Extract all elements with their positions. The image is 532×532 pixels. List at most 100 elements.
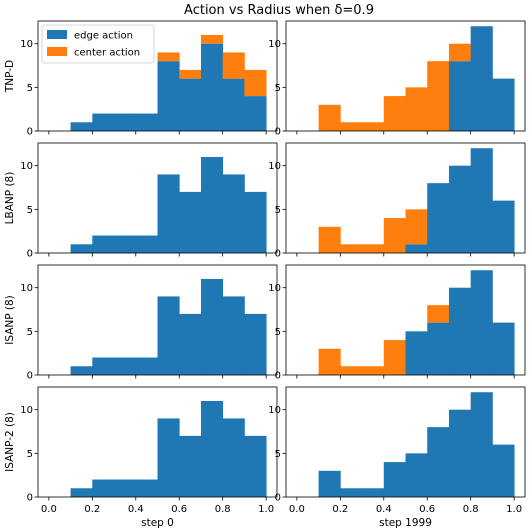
y-tick-label: 0 [27,371,33,382]
edge-action-bar [135,235,158,253]
edge-action-bar [200,156,224,253]
edge-action-bar [157,296,180,375]
center-action-bar [427,305,450,323]
edge-action-bar [179,78,202,131]
center-action-bar [222,52,245,79]
edge-action-bar [222,78,245,131]
center-action-bar [448,43,472,62]
edge-action-bar [244,313,267,375]
edge-action-bar [427,427,450,497]
edge-action-bar [222,174,245,253]
edge-action-bar [405,453,428,497]
y-tick-label: 10 [268,283,281,294]
x-tick-label: 0.2 [84,504,100,515]
y-tick-label: 10 [20,39,33,50]
center-action-bar [383,218,406,253]
edge-action-bar [492,200,515,253]
column-label: step 0 [141,517,174,529]
center-action-bar [427,61,450,131]
x-tick-label: 0.6 [419,504,435,515]
legend-swatch-edge [47,30,67,39]
panel-frame [37,20,278,132]
legend-label-center: center action [74,48,140,59]
edge-action-bar [470,26,493,131]
panel-frame [285,386,526,498]
center-action-bar [318,226,341,253]
center-action-bar [340,122,363,131]
y-tick-label: 10 [268,161,281,172]
center-action-bar [179,69,202,79]
y-tick-label: 5 [27,205,33,216]
edge-action-bar [92,357,115,375]
y-tick-label: 0 [275,249,281,260]
edge-action-bar [448,165,472,253]
x-tick-label: 0.4 [128,504,144,515]
center-action-bar [405,87,428,131]
edge-action-bar [244,435,267,497]
edge-action-bar [200,278,224,375]
row-label: ISANP-2 (8) [4,412,16,472]
edge-action-bar [114,113,137,131]
row-label: LBANP (8) [4,172,16,225]
edge-action-bar [92,113,115,131]
row-label: TNP-D [4,60,16,93]
panel-frame [285,264,526,376]
panel-1-1: 0 5 10 TNP-D edge action center action [4,20,278,138]
edge-action-bar [470,392,493,497]
panel-4-2: 0.0 0.2 0.4 0.6 0.8 1.0 0 5 10 step 1999 [268,386,526,529]
panel-frame [285,20,526,132]
panel-frame [285,142,526,254]
edge-action-bar [405,244,428,253]
edge-action-bar [70,122,93,131]
edge-action-bar [448,61,472,131]
edge-action-bar [448,287,472,375]
edge-action-bar [405,331,428,375]
edge-action-bar [340,488,363,497]
y-tick-label: 10 [20,161,33,172]
edge-action-bar [318,470,341,497]
edge-action-bar [448,409,472,497]
panel-2-2: 0 5 10 [268,142,526,260]
legend: edge action center action [41,24,155,64]
chart-title: Action vs Radius when δ=0.9 [184,3,374,18]
panel-frame [37,142,278,254]
x-tick-label: 0.2 [332,504,348,515]
edge-action-bar [200,400,224,497]
y-tick-label: 10 [268,405,281,416]
center-action-bar [405,209,428,245]
y-tick-label: 5 [275,205,281,216]
center-action-bar [340,244,363,253]
panel-3-2: 0 5 10 [268,264,526,382]
edge-action-bar [427,322,450,375]
legend-swatch-center [47,47,67,56]
edge-action-bar [114,357,137,375]
x-tick-label: 0.8 [463,504,479,515]
edge-action-bar [92,235,115,253]
edge-action-bar [470,270,493,375]
panel-3-1: 0 5 10 ISANP (8) [4,264,278,382]
center-action-bar [318,348,341,375]
panel-frame [37,386,278,498]
x-tick-label: 0.6 [171,504,187,515]
y-tick-label: 0 [27,249,33,260]
edge-action-bar [222,296,245,375]
edge-action-bar [92,479,115,497]
edge-action-bar [70,366,93,375]
edge-action-bar [179,313,202,375]
panel-1-2: 0 5 10 [268,20,526,138]
edge-action-bar [157,174,180,253]
edge-action-bar [179,191,202,253]
edge-action-bar [222,418,245,497]
center-action-bar [244,69,267,97]
row-label: ISANP (8) [4,295,16,345]
center-action-bar [383,96,406,131]
edge-action-bar [114,479,137,497]
legend-label-edge: edge action [74,31,133,42]
x-tick-label: 1.0 [258,504,274,515]
center-action-bar [200,34,224,44]
center-action-bar [362,366,385,375]
y-tick-label: 0 [275,493,281,504]
panel-2-1: 0 5 10 LBANP (8) [4,142,278,260]
